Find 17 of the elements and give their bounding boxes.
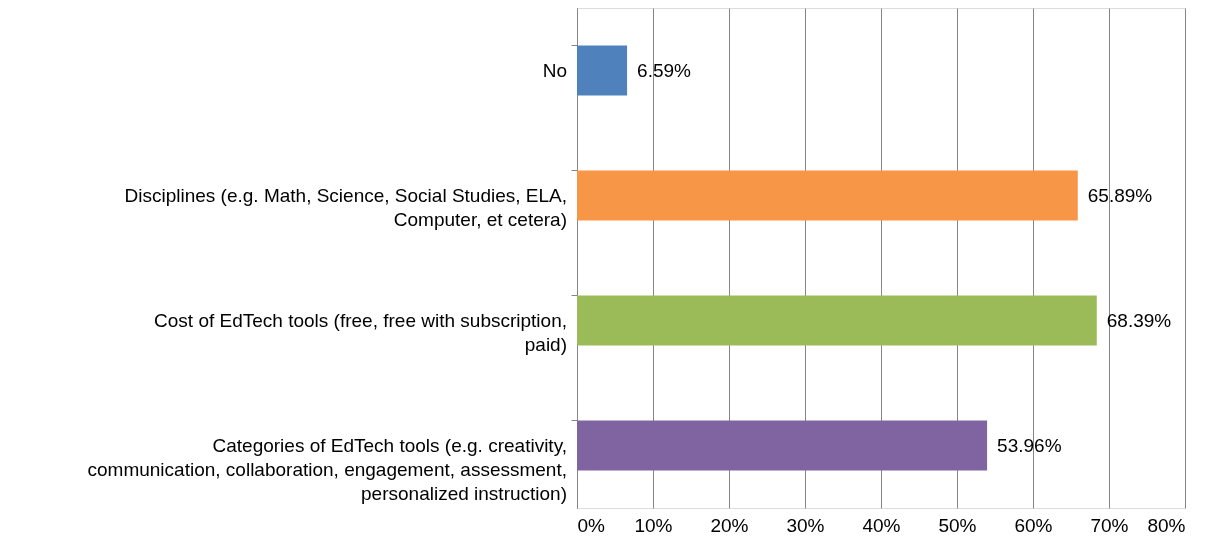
x-tick-label: 40% (862, 514, 901, 536)
y-tick-label: No (542, 59, 567, 81)
x-tick-label: 0% (577, 514, 606, 536)
data-label: 65.89% (1087, 184, 1153, 206)
y-tick-label: Cost of EdTech tools (free, free with subscription, paid) (154, 309, 567, 355)
x-tick-label: 60% (1014, 514, 1053, 536)
data-label: 68.39% (1106, 309, 1172, 331)
data-label: 53.96% (997, 434, 1062, 456)
data-label: 6.59% (637, 59, 692, 81)
x-tick-label: 70% (1090, 514, 1129, 536)
y-tick-label: Disciplines (e.g. Math, Science, Social Studies, ELA, Computer, et cetera) (124, 184, 567, 230)
x-tick-label: 30% (786, 514, 825, 536)
y-tick-label: Categories of EdTech tools (e.g. creativity, communication, collaboration, engagement, assessment, personalized instruction) (87, 434, 567, 504)
x-tick-label: 50% (938, 514, 977, 536)
x-tick-label: 10% (634, 514, 673, 536)
x-tick-label: 20% (710, 514, 749, 536)
x-tick-label: 80% (1147, 514, 1186, 536)
